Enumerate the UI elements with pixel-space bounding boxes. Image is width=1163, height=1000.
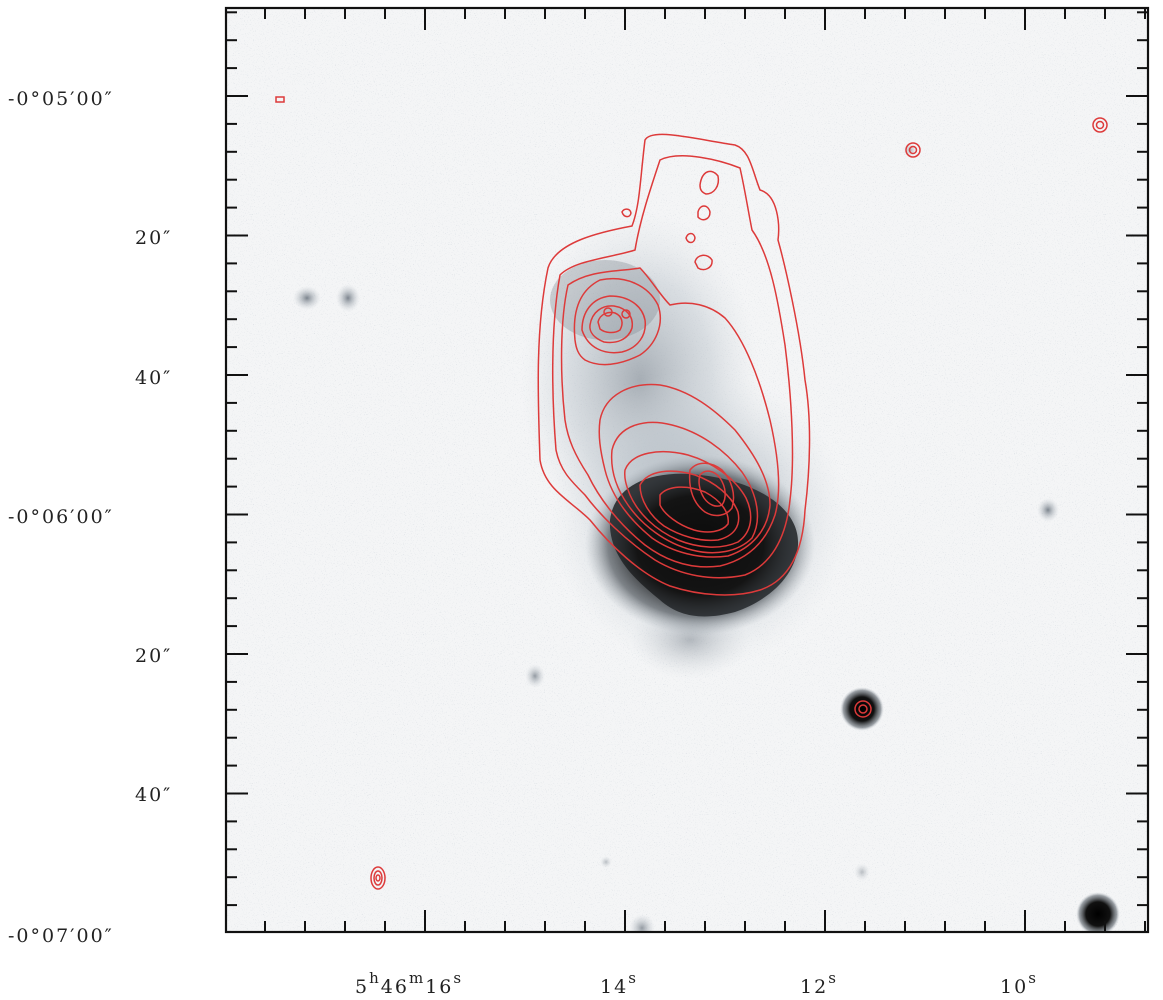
- y-label-5: 40″: [135, 784, 172, 806]
- x-label-main: 5h46m16s: [355, 969, 463, 998]
- plot-frame: [224, 6, 1150, 934]
- x-label-10s: 10s: [1000, 969, 1038, 998]
- y-label-0: -0°05′00″: [8, 88, 114, 110]
- y-label-3: -0°06′00″: [8, 506, 114, 528]
- x-label-14s: 14s: [600, 969, 638, 998]
- y-label-2: 40″: [135, 367, 172, 389]
- sky-image: [226, 8, 1148, 932]
- y-axis-labels: -0°05′00″ 20″ 40″ -0°06′00″ 20″ 40″ -0°0…: [8, 88, 172, 947]
- y-label-6: -0°07′00″: [8, 925, 114, 947]
- bright-star-corner: [1076, 892, 1120, 932]
- field-sources: [293, 143, 1120, 932]
- x-label-12s: 12s: [800, 969, 838, 998]
- y-label-4: 20″: [135, 645, 172, 667]
- bright-star-center: [840, 687, 884, 731]
- y-label-1: 20″: [135, 227, 172, 249]
- radio-contours: [275, 96, 1108, 890]
- x-axis-labels: 5h46m16s 14s 12s 10s: [355, 969, 1038, 998]
